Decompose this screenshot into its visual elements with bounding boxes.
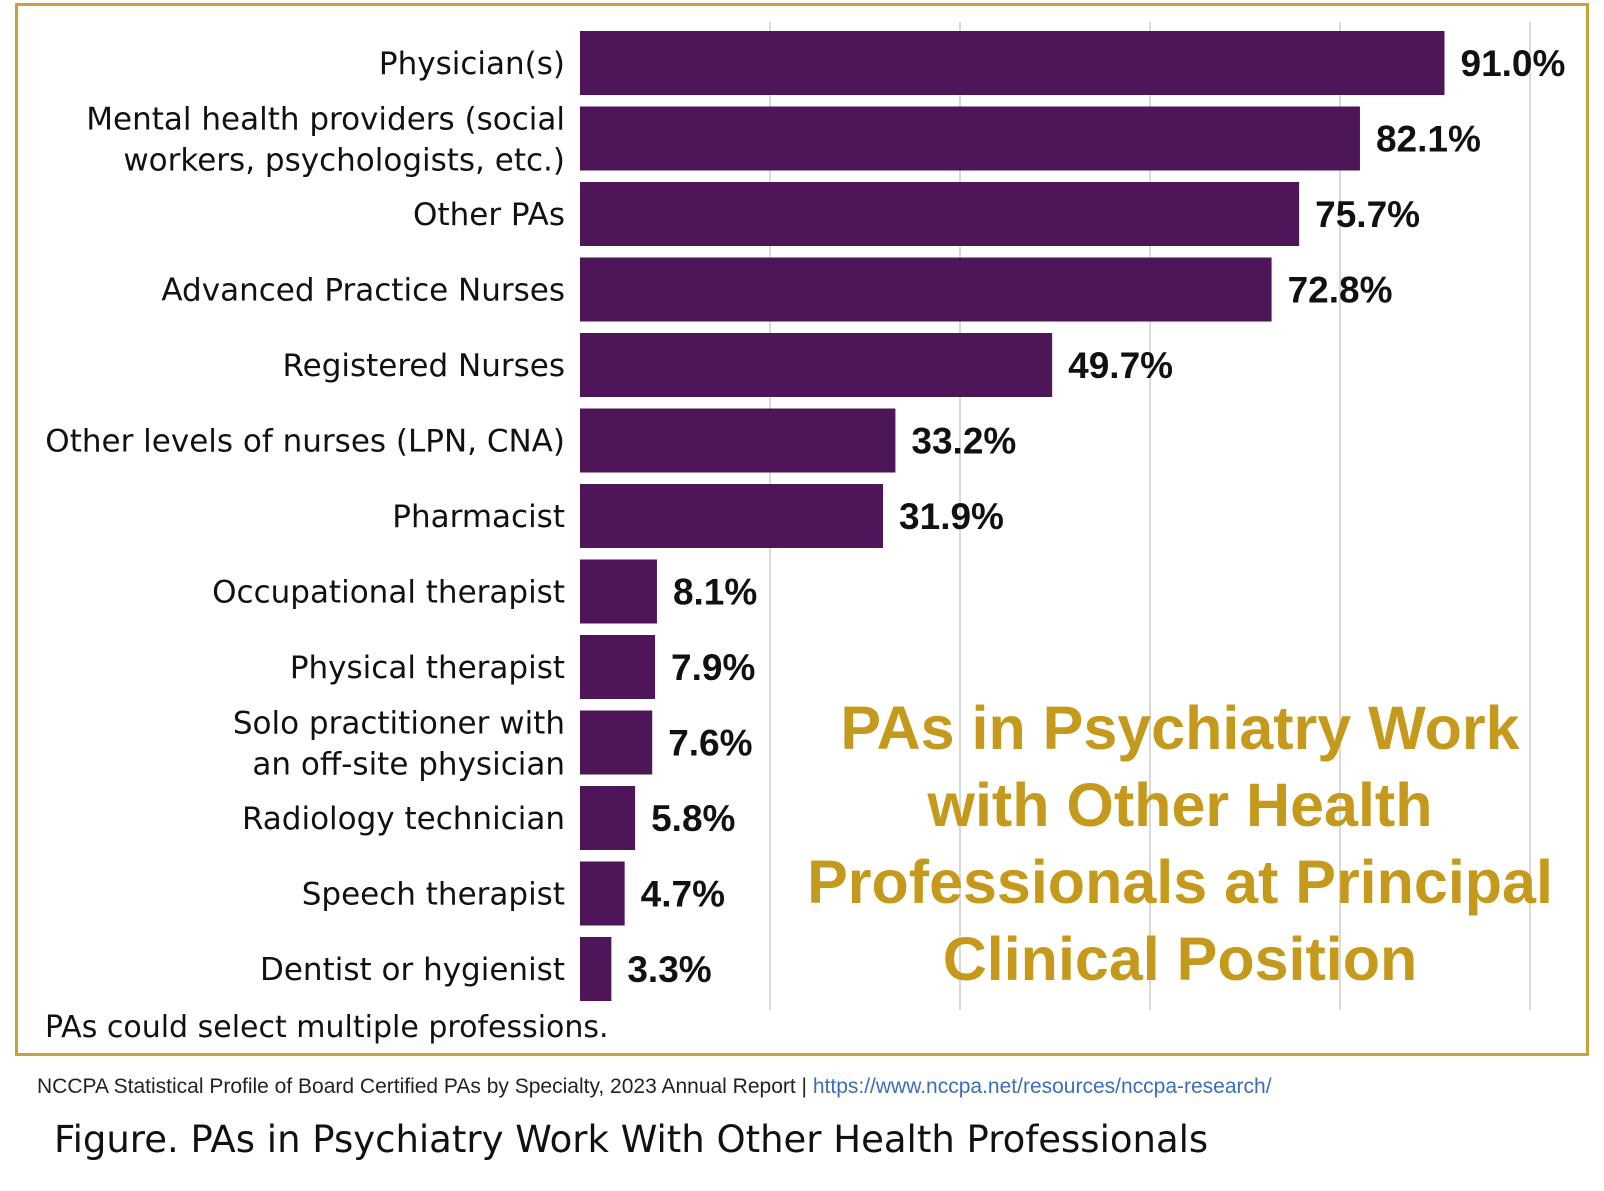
category-label-line: Other levels of nurses (LPN, CNA) (45, 424, 565, 460)
category-label: Mental health providers (social workers, … (86, 102, 565, 179)
bar (580, 257, 1272, 322)
category-label: Registered Nurses (282, 348, 565, 384)
source-citation: NCCPA Statistical Profile of Board Certi… (37, 1075, 1272, 1099)
category-label-line: Advanced Practice Nurses (161, 273, 565, 309)
category-label-line: Dentist or hygienist (260, 952, 565, 988)
bar (580, 861, 625, 926)
value-label: 5.8% (651, 798, 735, 839)
chart-title-line: PAs in Psychiatry Work (840, 694, 1520, 762)
chart-title-line: Clinical Position (942, 925, 1418, 993)
value-label: 31.9% (899, 496, 1004, 537)
category-label-line: Mental health providers (social (86, 102, 565, 138)
category-label: Pharmacist (392, 499, 565, 535)
source-text: NCCPA Statistical Profile of Board Certi… (37, 1075, 813, 1098)
category-label: Solo practitioner with an off-site physic… (233, 706, 565, 783)
category-label-line: Registered Nurses (282, 348, 565, 384)
value-label: 8.1% (673, 572, 757, 613)
bar (580, 106, 1360, 171)
category-label: Other PAs (413, 197, 565, 233)
bar (580, 484, 884, 548)
bar (580, 635, 656, 699)
value-label: 7.6% (668, 723, 752, 764)
bar (580, 182, 1300, 246)
category-label: Other levels of nurses (LPN, CNA) (45, 424, 565, 460)
category-label-line: an off-site physician (252, 747, 565, 783)
value-label: 82.1% (1376, 119, 1481, 160)
value-label: 3.3% (627, 949, 711, 990)
bar (580, 559, 657, 624)
bar (580, 333, 1053, 397)
value-label: 7.9% (671, 647, 755, 688)
bar (580, 408, 896, 473)
value-labels: 91.0% 82.1% 75.7% 72.8% 49.7% 33.2% 31.9% 8.1% 7… (627, 43, 1565, 990)
value-label: 91.0% (1461, 43, 1566, 84)
category-label-line: Radiology technician (242, 801, 565, 837)
category-label-line: Pharmacist (392, 499, 565, 535)
category-label: Physical therapist (290, 650, 565, 686)
category-label-line: Solo practitioner with (233, 706, 565, 742)
category-label: Speech therapist (302, 877, 565, 913)
value-label: 75.7% (1315, 194, 1420, 235)
category-label-line: Physical therapist (290, 650, 565, 686)
category-label-line: Speech therapist (302, 877, 565, 913)
chart-title-line: with Other Health (927, 771, 1433, 839)
figure-caption: Figure. PAs in Psychiatry Work With Othe… (54, 1118, 1209, 1161)
category-label-line: Occupational therapist (212, 575, 565, 611)
category-label: Advanced Practice Nurses (161, 273, 565, 309)
chart-title-line: Professionals at Principal (807, 848, 1553, 916)
bar (580, 31, 1445, 95)
category-label-line: Physician(s) (379, 46, 565, 82)
bars (580, 31, 1445, 1001)
bar (580, 937, 612, 1001)
category-label: Physician(s) (379, 46, 565, 82)
chart-title: PAs in Psychiatry Work with Other Health… (790, 690, 1570, 998)
bar-chart: Physician(s) Mental health providers (soc… (45, 22, 1565, 1010)
bar (580, 710, 653, 775)
category-labels: Physician(s) Mental health providers (soc… (45, 46, 565, 988)
category-label-line: workers, psychologists, etc.) (123, 143, 565, 179)
bar (580, 786, 636, 850)
value-label: 4.7% (641, 874, 725, 915)
value-label: 72.8% (1288, 270, 1393, 311)
value-label: 33.2% (911, 421, 1016, 462)
source-link[interactable]: https://www.nccpa.net/resources/nccpa-re… (812, 1075, 1272, 1098)
category-label: Occupational therapist (212, 575, 565, 611)
category-label-line: Other PAs (413, 197, 565, 233)
value-label: 49.7% (1068, 345, 1173, 386)
chart-note: PAs could select multiple professions. (45, 1010, 609, 1045)
category-label: Radiology technician (242, 801, 565, 837)
category-label: Dentist or hygienist (260, 952, 565, 988)
